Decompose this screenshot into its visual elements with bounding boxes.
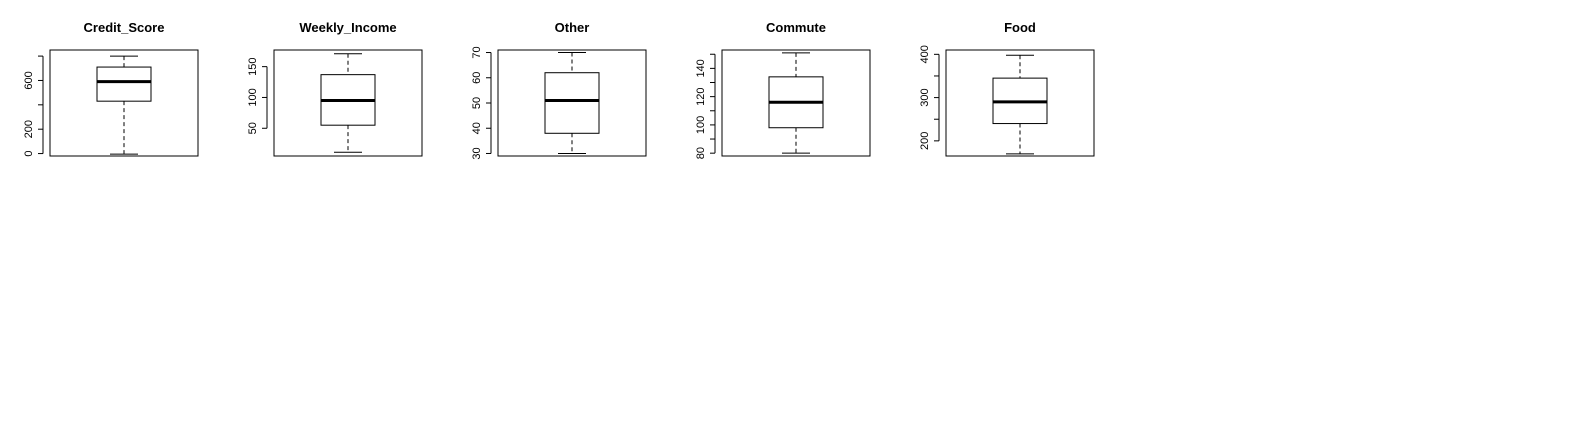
y-tick-label: 50 xyxy=(247,122,259,134)
panel-title: Weekly_Income xyxy=(299,20,396,35)
boxplot-panels: Credit_Score 0 200 600 Weekly_Income 50 100 150… xyxy=(23,20,1095,160)
y-tick-label: 50 xyxy=(471,97,483,109)
iqr-box xyxy=(544,72,600,134)
plot-frame xyxy=(945,49,1095,157)
y-tick-label: 150 xyxy=(247,57,259,75)
panel-credit-score: Credit_Score 0 200 600 xyxy=(23,20,199,157)
panel-commute: Commute 80 100 120 140 xyxy=(695,20,871,159)
iqr-box xyxy=(96,66,152,102)
panel-weekly-income: Weekly_Income 50 100 150 xyxy=(247,20,423,157)
panel-title: Other xyxy=(555,20,590,35)
y-tick-label: 100 xyxy=(247,88,259,106)
y-tick-label: 400 xyxy=(919,45,931,63)
panel-title: Credit_Score xyxy=(84,20,165,35)
y-tick-label: 140 xyxy=(695,59,707,77)
y-tick-label: 80 xyxy=(695,147,707,159)
y-tick-label: 600 xyxy=(23,71,35,89)
y-tick-label: 0 xyxy=(23,151,35,157)
y-tick-label: 300 xyxy=(919,88,931,106)
y-tick-label: 40 xyxy=(471,122,483,134)
panel-other: Other 30 40 50 60 70 xyxy=(471,20,647,160)
panel-title: Food xyxy=(1004,20,1036,35)
plot-frame xyxy=(721,49,871,157)
y-tick-label: 120 xyxy=(695,87,707,105)
y-tick-label: 60 xyxy=(471,72,483,84)
plot-frame xyxy=(497,49,647,157)
y-tick-label: 200 xyxy=(919,132,931,150)
y-tick-label: 100 xyxy=(695,116,707,134)
y-tick-label: 200 xyxy=(23,120,35,138)
panel-title: Commute xyxy=(766,20,826,35)
y-tick-label: 70 xyxy=(471,46,483,58)
y-tick-label: 30 xyxy=(471,147,483,159)
plot-frame xyxy=(49,49,199,157)
plot-frame xyxy=(273,49,423,157)
panel-food: Food 200 300 400 xyxy=(919,20,1095,157)
